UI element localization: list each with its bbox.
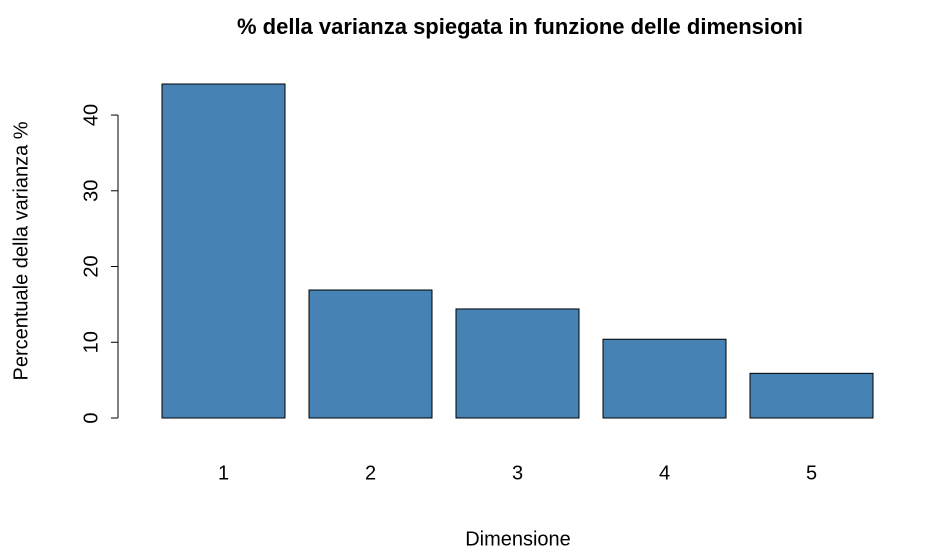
- bar: [749, 372, 874, 419]
- y-tick-label: 20: [80, 255, 102, 277]
- bar: [602, 338, 727, 419]
- x-tick-label: 5: [806, 462, 817, 484]
- x-tick-label: 4: [659, 462, 670, 484]
- bar: [161, 83, 286, 419]
- x-tick-label: 2: [365, 462, 376, 484]
- chart-title: % della varianza spiegata in funzione de…: [237, 14, 803, 39]
- y-axis-label: Percentuale della varianza %: [10, 121, 32, 380]
- x-tick-label: 3: [512, 462, 523, 484]
- bar: [455, 308, 580, 419]
- x-tick-label: 1: [218, 462, 229, 484]
- bar: [308, 289, 433, 419]
- y-tick-label: 30: [80, 180, 102, 202]
- y-tick-label: 40: [80, 104, 102, 126]
- y-tick-label: 0: [80, 412, 102, 423]
- x-axis-label: Dimensione: [465, 528, 571, 550]
- y-tick-label: 10: [80, 331, 102, 353]
